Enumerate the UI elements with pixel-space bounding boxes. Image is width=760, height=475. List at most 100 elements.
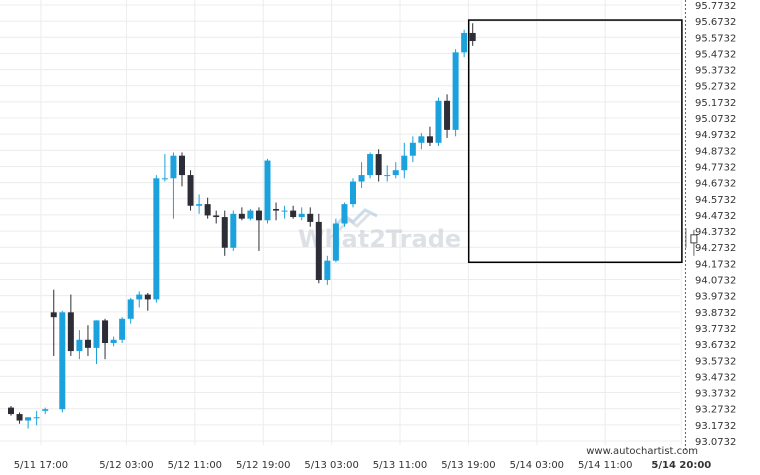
candle: [84, 325, 91, 356]
candle: [409, 136, 416, 163]
candle-body: [392, 170, 399, 176]
candle-body: [230, 213, 237, 248]
y-tick-label: 94.1732: [695, 259, 736, 270]
candle-body: [144, 294, 151, 300]
x-tick-label: 5/13 03:00: [304, 460, 358, 471]
candle: [247, 208, 254, 221]
candle-body: [426, 136, 433, 143]
candle-body: [33, 417, 40, 419]
candle-body: [409, 142, 416, 156]
candle: [136, 291, 143, 308]
candle: [161, 154, 168, 182]
candle: [452, 49, 459, 137]
candle-body: [341, 204, 348, 224]
y-tick-label: 95.7732: [695, 1, 736, 12]
candle-body: [42, 409, 49, 411]
candle-body: [298, 213, 305, 218]
candle-body: [25, 417, 32, 421]
candle: [213, 210, 220, 224]
candle-body: [375, 154, 382, 176]
y-tick-label: 95.0732: [695, 114, 736, 125]
y-tick-label: 95.3732: [695, 66, 736, 77]
candle: [110, 336, 117, 347]
candle: [469, 23, 476, 46]
candle-body: [452, 52, 459, 130]
candle-body: [67, 312, 74, 352]
candle-body: [179, 155, 185, 176]
candle-body: [84, 339, 91, 348]
candle: [204, 197, 211, 219]
y-tick-label: 95.2732: [695, 82, 736, 93]
y-tick-label: 95.1732: [695, 98, 736, 109]
candle-body: [332, 223, 339, 261]
x-tick-label: 5/14 11:00: [578, 460, 632, 471]
candle-body: [110, 339, 117, 344]
y-tick-label: 93.5732: [695, 356, 736, 367]
candle: [119, 317, 126, 344]
candle-body: [238, 213, 245, 219]
candle-body: [102, 320, 109, 344]
candle: [221, 210, 228, 256]
candle-body: [418, 136, 425, 143]
candle: [307, 207, 314, 227]
candle-body: [221, 217, 228, 248]
x-tick-label: 5/14 20:00: [651, 460, 711, 471]
y-tick-label: 94.9732: [695, 130, 736, 141]
candle: [196, 194, 203, 214]
candle-body: [50, 312, 57, 318]
candle: [461, 29, 468, 58]
y-tick-label: 94.5732: [695, 195, 736, 206]
candle-body: [153, 178, 160, 300]
candle: [444, 94, 451, 138]
pattern-rectangle: [467, 19, 683, 264]
candle: [153, 175, 160, 303]
candle-body: [187, 175, 194, 206]
candle-body: [367, 154, 374, 176]
candle-body: [307, 213, 314, 222]
x-tick-label: 5/12 03:00: [99, 460, 153, 471]
candle: [238, 207, 245, 221]
candle: [67, 294, 74, 356]
pattern-overlay: [467, 0, 698, 452]
candle: [435, 97, 442, 147]
candle-body: [350, 181, 356, 205]
credit-text: www.autochartist.com: [586, 446, 698, 457]
candle: [25, 417, 32, 429]
y-tick-label: 95.4732: [695, 49, 736, 60]
candle-body: [213, 215, 220, 218]
candle: [341, 202, 348, 227]
x-tick-label: 5/12 19:00: [236, 460, 290, 471]
y-tick-label: 93.1732: [695, 421, 736, 432]
x-tick-label: 5/12 11:00: [168, 460, 222, 471]
candle: [332, 218, 339, 263]
candle-body: [273, 208, 280, 211]
candle: [50, 289, 57, 356]
candle: [255, 207, 262, 251]
y-tick-label: 94.2732: [695, 243, 736, 254]
candle: [401, 142, 408, 179]
candle-body: [384, 175, 391, 177]
candle-body: [136, 294, 143, 300]
y-tick-label: 93.3732: [695, 389, 736, 400]
candle: [350, 178, 356, 208]
candle-body: [444, 100, 451, 130]
candle: [273, 202, 280, 221]
candle: [367, 152, 374, 179]
y-tick-label: 95.5732: [695, 33, 736, 44]
candle-body: [16, 414, 23, 421]
y-axis: 95.7732 95.6732 95.5732 95.4732 95.3732 95.27…: [695, 1, 736, 448]
candle: [290, 205, 297, 219]
y-tick-label: 93.2732: [695, 405, 736, 416]
candle: [315, 213, 322, 284]
candle: [59, 310, 66, 413]
candle-body: [8, 407, 14, 415]
x-tick-label: 5/11 17:00: [14, 460, 68, 471]
y-tick-label: 94.6732: [695, 179, 736, 190]
candle: [392, 162, 399, 179]
candle-body: [76, 339, 83, 352]
candle: [281, 205, 288, 219]
y-tick-label: 94.7732: [695, 162, 736, 173]
candle-body: [461, 32, 468, 53]
x-axis: 5/11 17:00 5/12 03:00 5/12 11:00 5/12 19:00…: [14, 460, 712, 471]
